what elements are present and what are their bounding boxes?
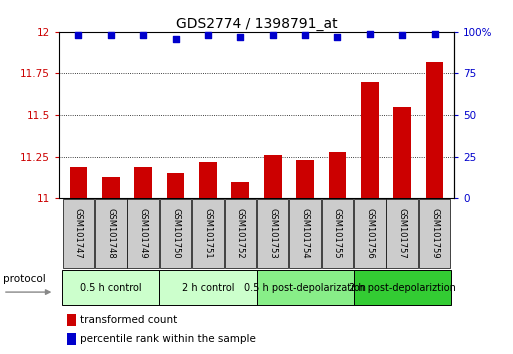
Bar — [199, 162, 217, 198]
Text: 0.5 h post-depolarization: 0.5 h post-depolarization — [244, 282, 366, 293]
Bar — [95, 199, 127, 268]
Point — [171, 36, 180, 41]
Bar — [296, 160, 314, 198]
Bar — [167, 173, 185, 198]
Text: GSM101754: GSM101754 — [301, 208, 309, 259]
Title: GDS2774 / 1398791_at: GDS2774 / 1398791_at — [175, 17, 338, 31]
Point — [333, 34, 342, 40]
Bar — [256, 270, 353, 305]
Text: transformed count: transformed count — [80, 315, 177, 325]
Bar — [231, 182, 249, 198]
Point — [301, 32, 309, 38]
Bar — [328, 152, 346, 198]
Text: GSM101753: GSM101753 — [268, 208, 277, 259]
Bar — [192, 199, 224, 268]
Bar — [127, 199, 159, 268]
Bar — [419, 199, 450, 268]
Bar — [225, 199, 256, 268]
Bar — [63, 199, 94, 268]
Bar — [70, 167, 87, 198]
Bar — [67, 314, 75, 326]
Text: protocol: protocol — [3, 274, 46, 285]
Text: GSM101759: GSM101759 — [430, 208, 439, 259]
Text: GSM101757: GSM101757 — [398, 208, 407, 259]
Bar — [160, 199, 191, 268]
Text: GSM101756: GSM101756 — [365, 208, 374, 259]
Text: 2 h control: 2 h control — [182, 282, 234, 293]
Bar — [353, 270, 451, 305]
Point — [366, 31, 374, 36]
Bar — [67, 333, 75, 346]
Bar — [361, 82, 379, 198]
Point — [204, 32, 212, 38]
Text: 0.5 h control: 0.5 h control — [80, 282, 142, 293]
Point — [139, 32, 147, 38]
Point — [74, 32, 83, 38]
Text: GSM101750: GSM101750 — [171, 208, 180, 259]
Bar — [426, 62, 443, 198]
Point — [398, 32, 406, 38]
Text: GSM101752: GSM101752 — [236, 208, 245, 259]
Text: GSM101751: GSM101751 — [204, 208, 212, 259]
Text: GSM101749: GSM101749 — [139, 208, 148, 259]
Bar — [354, 199, 386, 268]
Text: 2 h post-depolariztion: 2 h post-depolariztion — [349, 282, 456, 293]
Text: GSM101755: GSM101755 — [333, 208, 342, 259]
Bar — [134, 167, 152, 198]
Point — [236, 34, 244, 40]
Bar — [102, 177, 120, 198]
Point — [269, 32, 277, 38]
Bar — [289, 199, 321, 268]
Bar — [160, 270, 256, 305]
Point — [430, 31, 439, 36]
Text: GSM101748: GSM101748 — [106, 208, 115, 259]
Point — [107, 32, 115, 38]
Bar — [264, 155, 282, 198]
Text: GSM101747: GSM101747 — [74, 208, 83, 259]
Bar — [386, 199, 418, 268]
Text: percentile rank within the sample: percentile rank within the sample — [80, 335, 255, 344]
Bar — [62, 270, 160, 305]
Bar — [393, 107, 411, 198]
Bar — [257, 199, 288, 268]
Bar — [322, 199, 353, 268]
